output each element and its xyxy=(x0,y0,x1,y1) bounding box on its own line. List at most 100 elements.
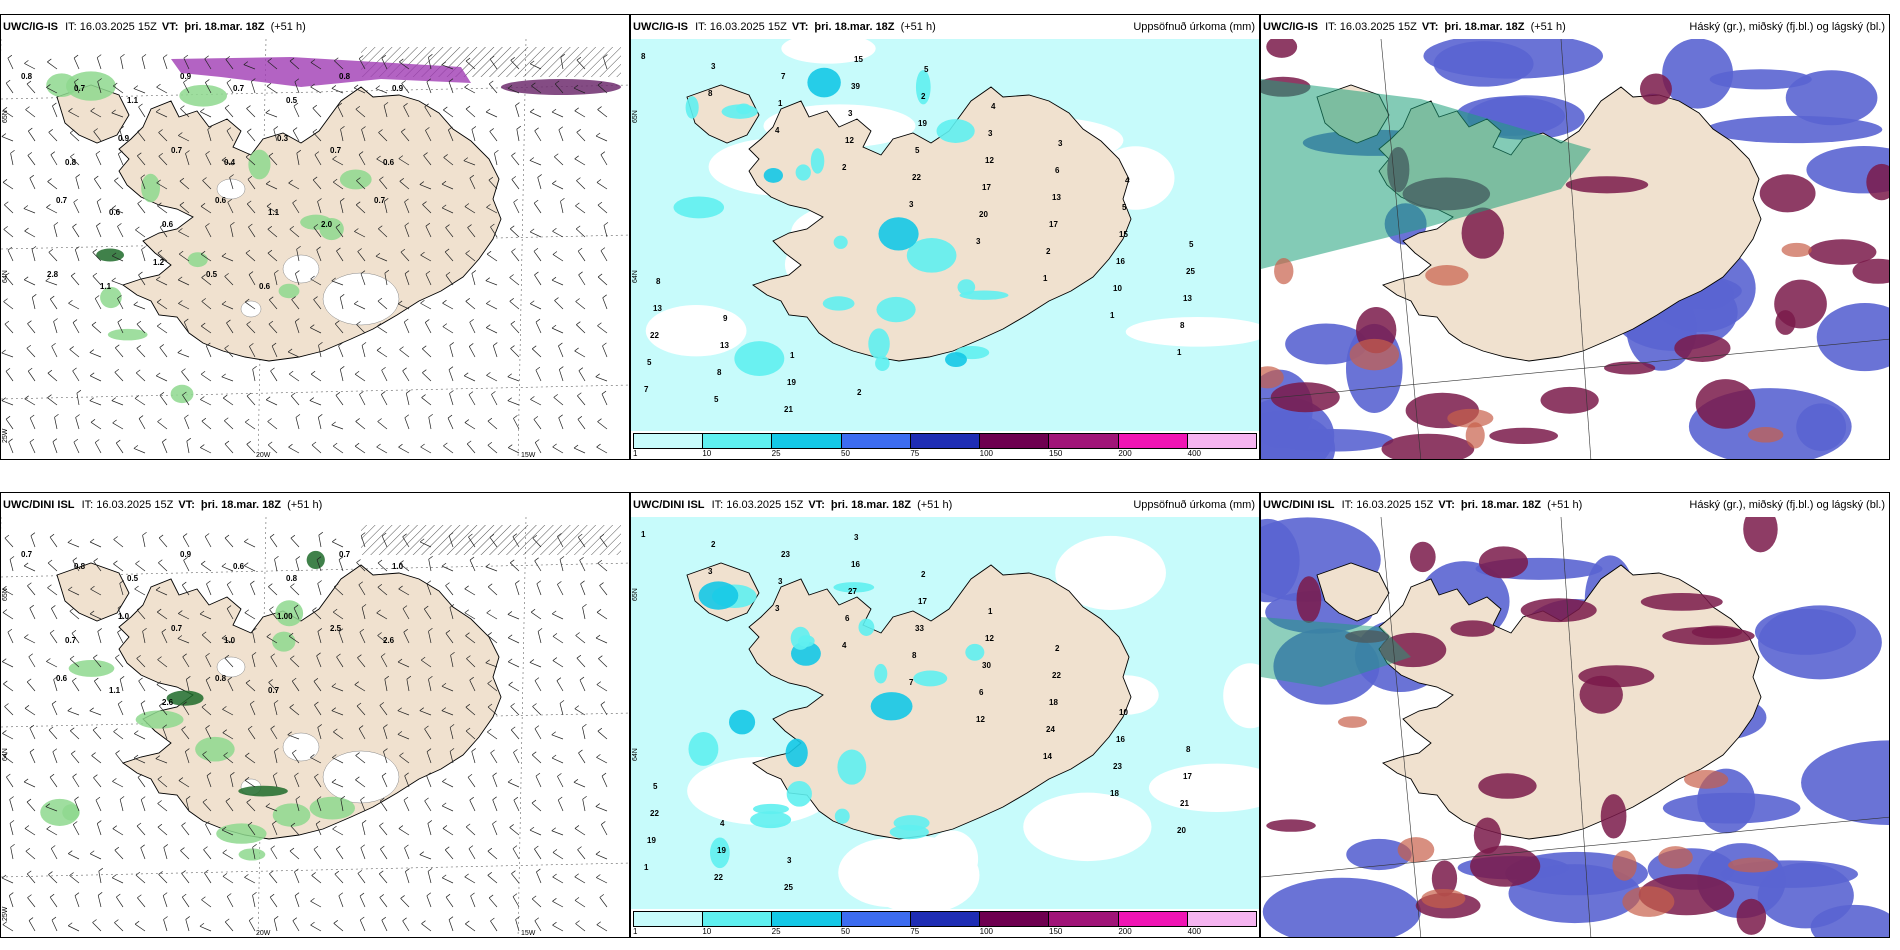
wind-barb-tick xyxy=(89,850,95,855)
wind-barb xyxy=(449,345,454,358)
precip-cell xyxy=(913,670,948,687)
wind-barb-tick xyxy=(270,653,275,658)
wind-barb-tick xyxy=(28,127,33,132)
wind-barb xyxy=(507,376,520,382)
wind-barb xyxy=(420,254,432,262)
wind-barb xyxy=(507,614,520,620)
wind-barb xyxy=(426,81,432,94)
wind-barb-tick xyxy=(510,726,516,731)
grid-line xyxy=(1261,816,1889,878)
wind-barb-tick xyxy=(133,754,139,759)
wind-barb-tick xyxy=(67,922,73,927)
precip-cell xyxy=(833,235,848,249)
wind-barb-tick xyxy=(312,176,318,181)
wind-barb xyxy=(2,733,14,740)
precip-cell xyxy=(790,626,811,650)
panel-precip-igis: UWC/IG-IS IT: 16.03.2025 15Z VT: þri. 18… xyxy=(630,14,1260,460)
wind-barb-tick xyxy=(315,820,321,825)
wind-barb xyxy=(114,922,124,932)
wind-barb xyxy=(287,351,300,358)
wind-barb-tick xyxy=(464,873,469,878)
map-cloud[interactable] xyxy=(1261,39,1889,459)
wind-barb xyxy=(93,657,102,668)
model-title: UWC/IG-IS xyxy=(633,21,688,33)
model-title: UWC/DINI ISL xyxy=(1263,499,1335,511)
wind-barb xyxy=(230,775,234,788)
wind-barb xyxy=(250,81,256,94)
wind-barb-tick xyxy=(69,607,75,612)
legend-tick: 75 xyxy=(910,449,920,458)
wind-barb-tick xyxy=(464,419,470,423)
wind-barb-tick xyxy=(442,825,448,829)
map-cloud[interactable] xyxy=(1261,517,1889,937)
grid-label: 65N xyxy=(632,588,639,601)
precip-cell xyxy=(875,355,890,372)
wind-barb xyxy=(575,301,586,310)
wind-barb-tick xyxy=(94,677,99,682)
wind-barb-tick xyxy=(489,80,494,85)
wind-barb-tick xyxy=(247,821,253,826)
wind-barb xyxy=(445,275,454,286)
dry-area xyxy=(1148,763,1259,813)
map-precip[interactable]: 1 3 3 4 7 12 14 18 20 1 2 3 6 8 6 24 23 21 19 22 23 27 33 30 18 1… xyxy=(631,517,1259,937)
wind-barb-tick xyxy=(200,370,206,375)
wind-barb-tick xyxy=(72,223,77,228)
wind-barb xyxy=(376,446,388,454)
wind-barb-tick xyxy=(206,580,211,585)
map-wind[interactable]: 0.7 0.8 0.5 0.9 0.6 0.8 0.7 1.0 0.7 1.0 0.7 1.0 1.00… xyxy=(1,517,629,937)
wind-barb xyxy=(265,183,278,190)
wind-barb-tick xyxy=(596,179,602,183)
wind-barb xyxy=(72,680,80,692)
wind-value: 0.7 xyxy=(233,84,245,93)
wind-barb xyxy=(181,825,190,836)
wind-barb-tick xyxy=(448,366,454,370)
wind-barb-tick xyxy=(179,177,185,182)
wind-barb-tick xyxy=(533,247,539,252)
wind-barb-tick xyxy=(267,249,273,254)
precip-blob xyxy=(66,71,116,101)
wind-barb xyxy=(222,852,234,860)
wind-barb xyxy=(489,537,498,548)
wind-barb-tick xyxy=(184,414,189,419)
wind-barb-tick xyxy=(552,849,558,853)
wind-barb-tick xyxy=(72,557,78,561)
wind-barb xyxy=(534,130,542,142)
wind-barb-tick xyxy=(51,605,56,609)
wind-barb-tick xyxy=(443,106,448,111)
wind-barb-tick xyxy=(463,157,469,161)
wind-barb xyxy=(181,371,190,382)
wind-barb-tick xyxy=(47,559,53,564)
wind-value: 0.6 xyxy=(233,562,245,571)
lead-time: (+51 h) xyxy=(287,499,323,511)
wind-barb xyxy=(487,875,498,884)
wind-barb xyxy=(380,394,388,406)
map-wind[interactable]: 0.8 0.7 1.1 0.9 0.7 0.5 0.8 0.9 0.8 0.9 0.7 0.4 0.3 0… xyxy=(1,39,629,459)
wind-barb-tick xyxy=(335,320,340,325)
wind-barb-tick xyxy=(313,296,318,300)
wind-barb xyxy=(4,537,14,548)
precip-value: 7 xyxy=(909,678,914,687)
mixed-cloud-area xyxy=(1658,846,1693,869)
wind-barb-tick xyxy=(318,341,323,346)
westfjords-coastline xyxy=(1316,562,1390,622)
wind-barb xyxy=(159,395,168,406)
wind-barb-tick xyxy=(137,894,142,899)
map-precip[interactable]: 8 8 4 2 3 3 1 1 1 7 3 1 12 22 20 2 10 8 5 5 7 3 5 17 17 16 13 22 8 21… xyxy=(631,39,1259,459)
wind-barb-tick xyxy=(269,893,275,898)
wind-value: 0.5 xyxy=(286,96,298,105)
wind-barb-tick xyxy=(273,772,278,776)
wind-barb-tick xyxy=(316,246,321,251)
wind-barb-tick xyxy=(488,176,494,181)
wind-barb xyxy=(530,611,542,620)
wind-barb xyxy=(289,707,300,716)
wind-barb xyxy=(136,609,146,620)
wind-barb xyxy=(317,631,322,644)
hatched-region xyxy=(361,525,621,555)
wind-barb-tick xyxy=(354,228,359,232)
wind-barb-tick xyxy=(375,253,381,257)
wind-barb xyxy=(27,155,36,166)
wind-barb xyxy=(381,535,388,548)
precip-value: 15 xyxy=(1119,230,1128,239)
wind-barb-tick xyxy=(376,443,381,448)
